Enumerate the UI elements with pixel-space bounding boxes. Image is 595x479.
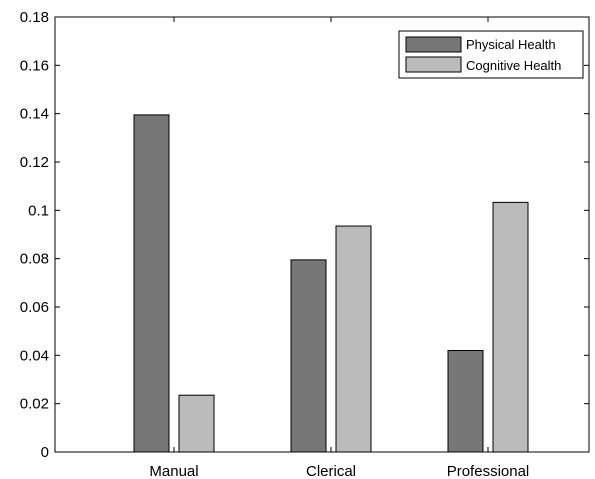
y-tick-label: 0 [41,444,49,461]
y-tick-label: 0.18 [20,9,49,26]
bar-physical-health-manual [133,114,170,453]
legend-label-physical-health: Physical Health [466,37,556,52]
y-tick-label: 0.16 [20,57,49,74]
plot-area-frame [54,16,590,453]
y-tick-label: 0.08 [20,251,49,268]
y-tick-label: 0.02 [20,396,49,413]
y-tick-label: 0.14 [20,106,49,123]
y-tick-label: 0.12 [20,154,49,171]
y-tick-label: 0.04 [20,347,49,364]
legend-label-cognitive-health: Cognitive Health [466,58,561,73]
bar-cognitive-health-clerical [335,225,372,453]
bar-physical-health-professional [447,350,484,453]
bar-cognitive-health-manual [178,394,215,453]
legend: Physical Health Cognitive Health [398,30,584,79]
bar-physical-health-clerical [290,259,327,453]
bar-cognitive-health-professional [492,201,529,453]
y-tick-label: 0.06 [20,299,49,316]
x-tick-label: Professional [447,463,530,479]
x-tick-label: Manual [149,463,198,479]
y-axis: 0 0.02 0.04 0.06 0.08 0.1 0.12 0.14 0.16 0.18 [20,9,589,461]
bars-group [133,114,529,453]
x-tick-label: Clerical [306,463,356,479]
y-tick-label: 0.1 [28,202,49,219]
x-axis: Manual Clerical Professional [149,17,529,479]
legend-swatch-cognitive-health [405,56,462,73]
legend-swatch-physical-health [405,36,462,53]
